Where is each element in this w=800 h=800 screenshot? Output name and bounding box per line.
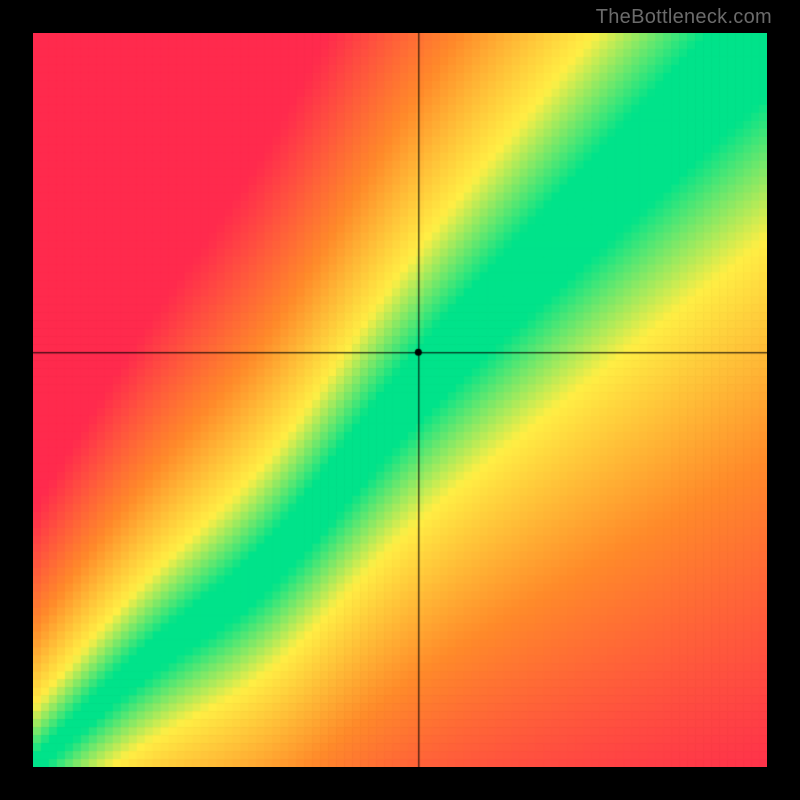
heatmap-canvas xyxy=(33,33,767,767)
watermark-text: TheBottleneck.com xyxy=(596,6,772,29)
chart-container: TheBottleneck.com xyxy=(0,0,800,800)
heatmap-plot xyxy=(33,33,767,767)
